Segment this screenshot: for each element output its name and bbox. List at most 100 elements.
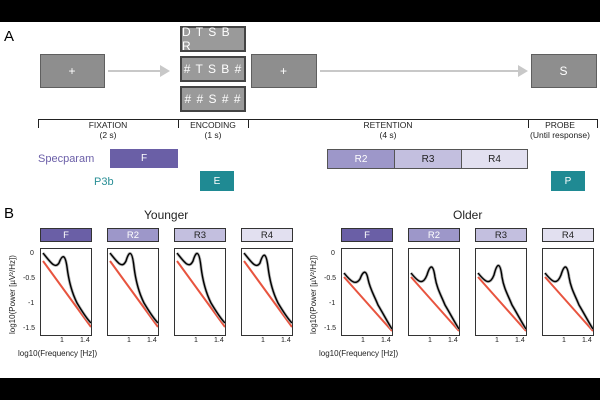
xlabel-younger: log10(Frequency [Hz]): [18, 349, 98, 358]
spectrum-plot-younger-r3: [174, 248, 226, 336]
aperiodic-fit-line: [477, 276, 526, 332]
spectrum-line: [544, 266, 593, 330]
cond-older-r2: R2: [408, 228, 460, 242]
phase-retention: RETENTION (4 s): [248, 120, 528, 140]
timeline-tick: [248, 119, 249, 128]
bar-p: P: [551, 171, 585, 191]
ytick-younger-1: -0.5: [23, 275, 36, 282]
aperiodic-fit-line: [109, 260, 158, 328]
xtick: 1.4: [582, 337, 592, 344]
xtick: 1: [428, 337, 432, 344]
arrowhead-1: [160, 65, 170, 77]
arrow-1: [108, 70, 163, 72]
aperiodic-fit-line: [410, 276, 459, 332]
ytick-younger-2: -1: [28, 300, 35, 307]
phase-encoding: ENCODING (1 s): [178, 120, 248, 140]
ylabel-younger: log10(Power [µV²/Hz]): [8, 255, 17, 334]
cond-younger-f: F: [40, 228, 92, 242]
timeline-tick: [528, 119, 529, 128]
ytick-younger-0: 0: [30, 250, 34, 257]
bar-f: F: [110, 149, 178, 168]
probe-stimulus: S: [531, 54, 597, 88]
xtick: 1.4: [214, 337, 224, 344]
ytick-older-1: -0.5: [324, 275, 337, 282]
phase-fixation-label: FIXATION: [88, 120, 128, 130]
bar-e: E: [200, 171, 234, 191]
aperiodic-fit-line: [243, 260, 292, 328]
spectrum-line: [477, 264, 526, 330]
cond-younger-r2: R2: [107, 228, 159, 242]
spectrum-line: [410, 266, 459, 330]
group-title-younger: Younger: [144, 208, 189, 222]
xtick: 1: [127, 337, 131, 344]
ytick-older-2: -1: [329, 300, 336, 307]
figure-canvas: A + D T S B R # T S B # # # S # # + S FI…: [0, 22, 600, 378]
ytick-older-3: -1.5: [324, 325, 337, 332]
timeline-tick: [597, 119, 598, 128]
bar-r3: R3: [394, 149, 462, 169]
timeline-tick: [178, 119, 179, 128]
fixation-stimulus: +: [40, 54, 105, 88]
xtick: 1: [60, 337, 64, 344]
aperiodic-fit-line: [42, 260, 91, 328]
spectrum-line: [109, 252, 158, 324]
xlabel-older: log10(Frequency [Hz]): [319, 349, 399, 358]
phase-encoding-label: ENCODING: [190, 120, 236, 130]
spectrum-plot-younger-r4: [241, 248, 293, 336]
xtick: 1: [261, 337, 265, 344]
xtick: 1.4: [80, 337, 90, 344]
panel-b-label: B: [4, 205, 15, 222]
phase-probe: PROBE (Until response): [520, 120, 600, 140]
ytick-younger-3: -1.5: [23, 325, 36, 332]
xtick: 1: [361, 337, 365, 344]
spectrum-plot-younger-r2: [107, 248, 159, 336]
xtick: 1.4: [281, 337, 291, 344]
spectrum-line: [176, 252, 225, 324]
ylabel-older: log10(Power [µV²/Hz]): [309, 255, 318, 334]
ytick-older-0: 0: [331, 250, 335, 257]
encoding-stimulus-bot: # # S # #: [180, 86, 246, 112]
spectrum-plot-older-f: [341, 248, 393, 336]
p3b-row-label: P3b: [94, 176, 114, 188]
xtick: 1: [495, 337, 499, 344]
xtick: 1.4: [381, 337, 391, 344]
spectrum-plot-older-r2: [408, 248, 460, 336]
group-title-older: Older: [453, 208, 483, 222]
xtick: 1.4: [147, 337, 157, 344]
phase-probe-label: PROBE: [545, 120, 575, 130]
spectrum-line: [343, 271, 392, 330]
xtick: 1: [562, 337, 566, 344]
aperiodic-fit-line: [176, 260, 225, 328]
phase-fixation: FIXATION (2 s): [38, 120, 178, 140]
retention-stimulus: +: [251, 54, 317, 88]
timeline-tick: [38, 119, 39, 128]
phase-retention-duration: (4 s): [379, 130, 397, 140]
cond-younger-r4: R4: [241, 228, 293, 242]
xtick: 1.4: [448, 337, 458, 344]
phase-retention-label: RETENTION: [363, 120, 413, 130]
cond-older-r4: R4: [542, 228, 594, 242]
timeline: [38, 119, 598, 120]
phase-encoding-duration: (1 s): [204, 130, 222, 140]
aperiodic-fit-line: [544, 276, 593, 332]
xtick: 1: [194, 337, 198, 344]
cond-older-r3: R3: [475, 228, 527, 242]
spectrum-line: [243, 252, 292, 324]
arrow-2: [320, 70, 520, 72]
phase-fixation-duration: (2 s): [99, 130, 117, 140]
specparam-row-label: Specparam: [38, 153, 95, 165]
bar-r2: R2: [327, 149, 395, 169]
cond-younger-r3: R3: [174, 228, 226, 242]
spectrum-plot-older-r3: [475, 248, 527, 336]
panel-a-label: A: [4, 28, 15, 45]
xtick: 1.4: [515, 337, 525, 344]
bar-r4: R4: [461, 149, 528, 169]
phase-probe-duration: (Until response): [530, 130, 590, 140]
encoding-stimulus-top: D T S B R: [180, 25, 246, 53]
cond-older-f: F: [341, 228, 393, 242]
spectrum-line: [42, 252, 91, 324]
aperiodic-fit-line: [343, 276, 392, 332]
spectrum-plot-younger-f: [40, 248, 92, 336]
arrowhead-2: [518, 65, 528, 77]
spectrum-plot-older-r4: [542, 248, 594, 336]
